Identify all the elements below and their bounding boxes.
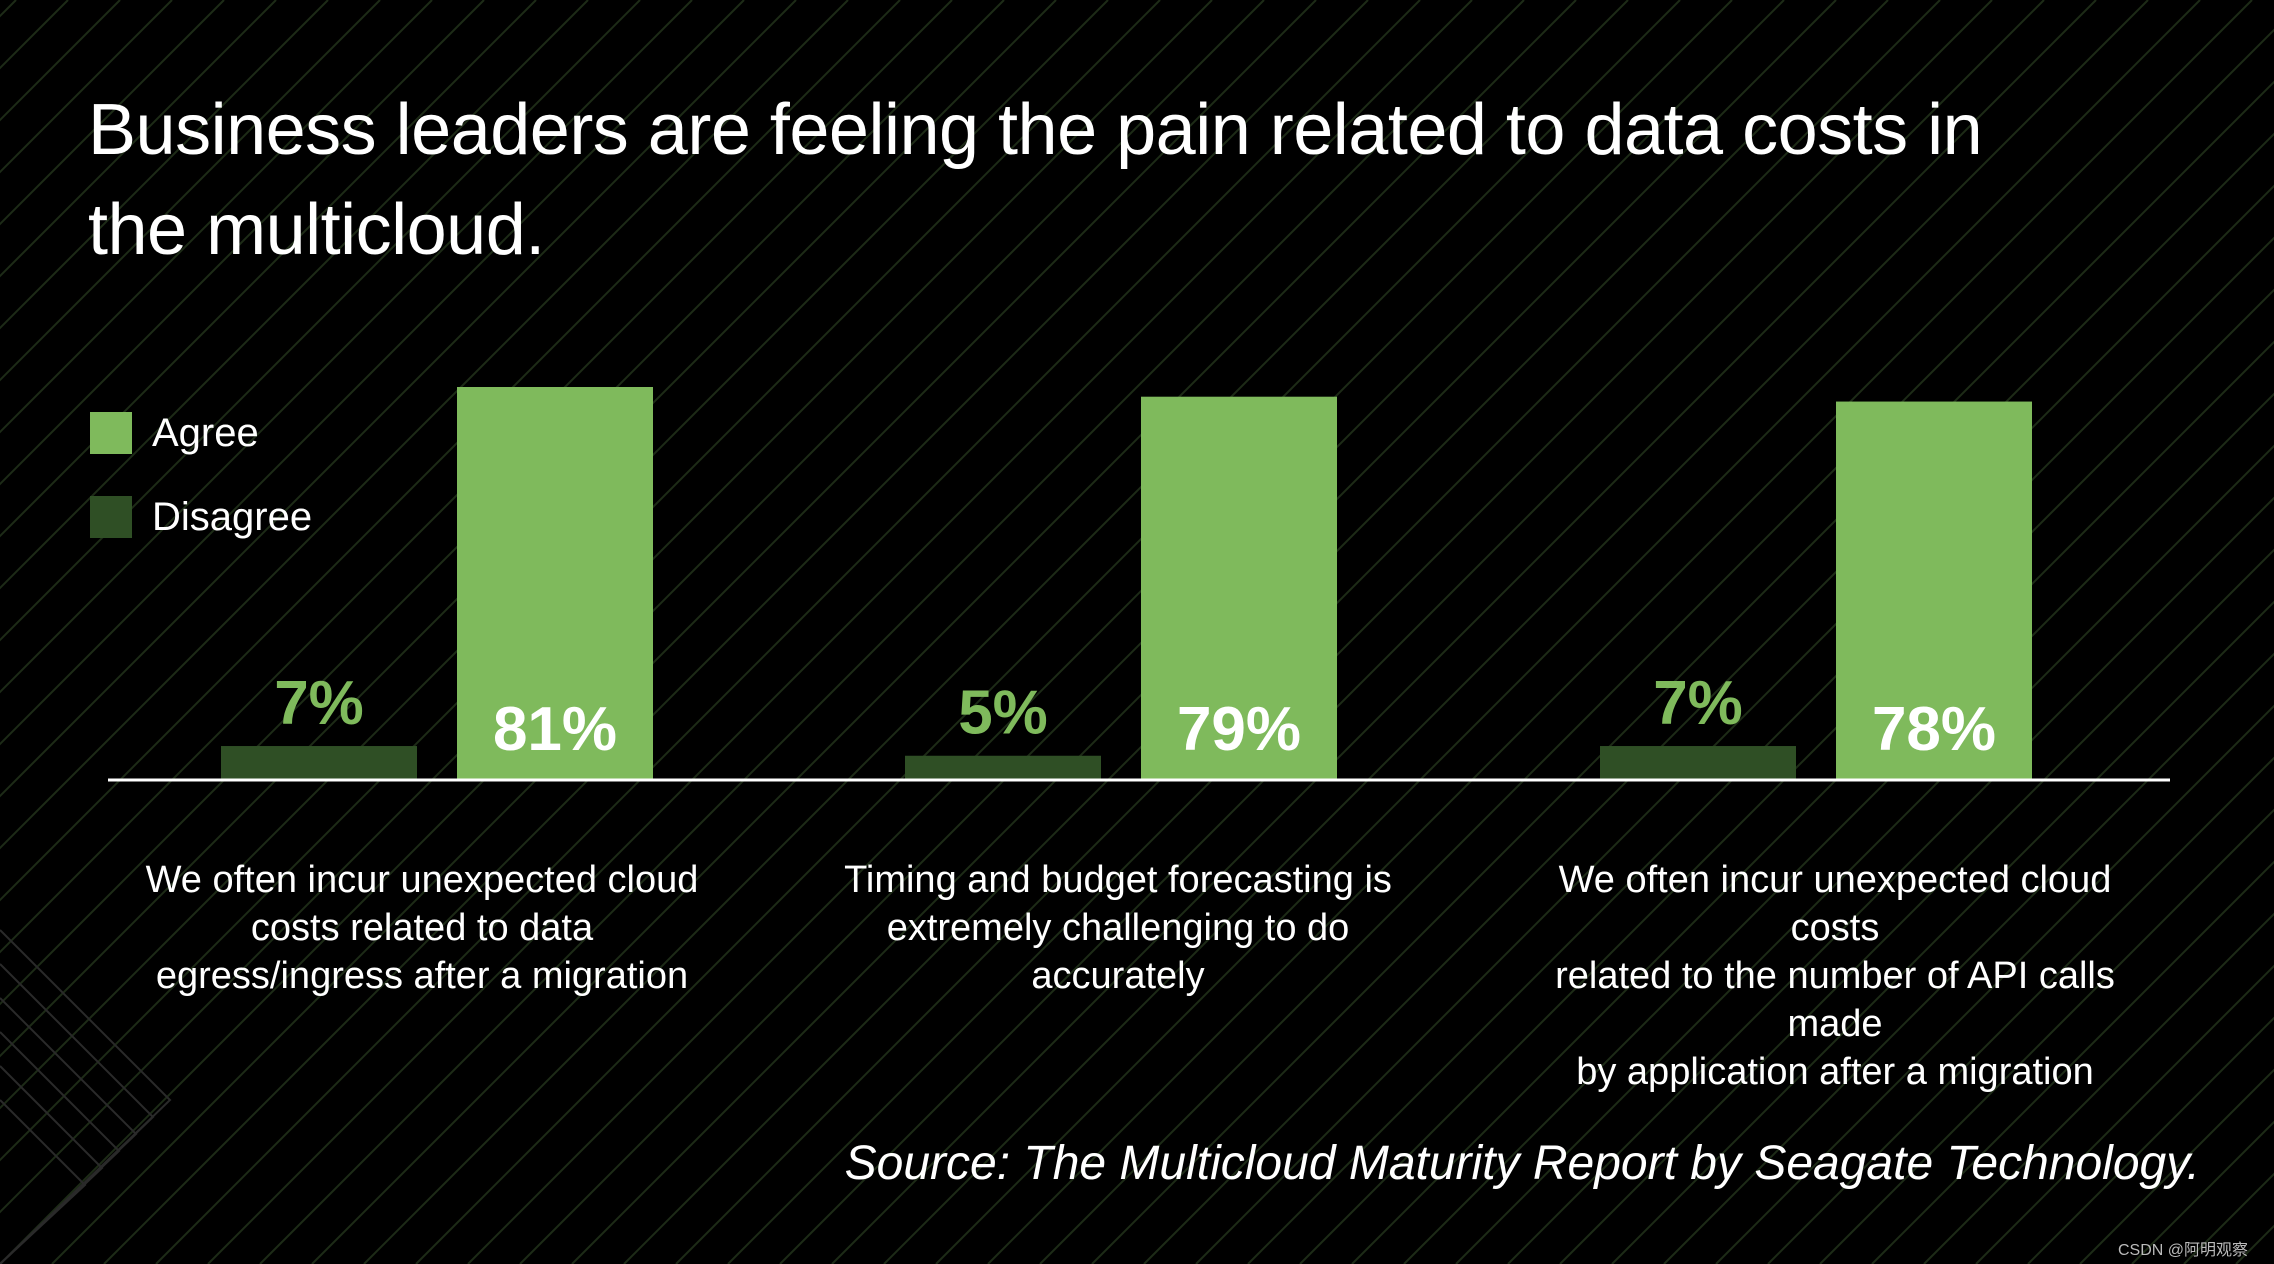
background-stripe	[0, 0, 381, 382]
source-note: Source: The Multicloud Maturity Report b…	[844, 1137, 2200, 1190]
data-label-agree-1: 81%	[493, 695, 617, 764]
data-label-disagree-3: 7%	[1653, 669, 1743, 738]
background-stripe	[0, 0, 277, 278]
background-stripe	[2027, 1016, 2274, 1264]
background-stripe	[1819, 808, 2274, 1264]
background-stripe	[831, 0, 2097, 1264]
background-stripe	[1663, 652, 2274, 1264]
background-stripe	[1559, 548, 2274, 1264]
background-stripe	[1611, 600, 2274, 1264]
bar-agree-3	[1836, 401, 2032, 780]
legend-item-agree: Agree	[90, 410, 312, 455]
bar-disagree-3	[1600, 746, 1796, 780]
background-stripe	[415, 0, 1681, 1264]
background-stripe	[0, 0, 849, 850]
category-label-line: accurately	[1031, 955, 1205, 997]
bar-agree-1	[457, 387, 653, 780]
category-label-line: egress/ingress after a migration	[155, 955, 689, 997]
category-label-3: We often incur unexpected cloud costs re…	[1515, 856, 2155, 1096]
bar-disagree-2	[905, 755, 1101, 780]
legend-label-agree: Agree	[152, 410, 259, 455]
background-stripe	[0, 0, 329, 330]
chart-title: Business leaders are feeling the pain re…	[88, 90, 1983, 270]
legend-swatch-disagree	[90, 496, 132, 538]
legend-label-disagree: Disagree	[152, 494, 313, 539]
background-stripe	[987, 0, 2253, 1264]
category-label-line: extremely challenging to do	[886, 907, 1350, 949]
background-stripe	[51, 0, 1317, 1264]
background-stripe	[1507, 496, 2274, 1264]
background-stripe	[0, 0, 589, 590]
background-stripe	[363, 0, 1629, 1264]
data-label-disagree-2: 5%	[958, 679, 1048, 748]
background-stripe	[0, 0, 537, 538]
watermark: CSDN @阿明观察	[2117, 1242, 2248, 1259]
background-stripe	[0, 0, 693, 694]
background-stripe	[1923, 912, 2274, 1264]
legend-item-disagree: Disagree	[90, 494, 313, 539]
background-stripe	[779, 0, 2045, 1264]
background-stripe	[103, 0, 1369, 1264]
category-label-line: We often incur unexpected cloud	[145, 859, 699, 901]
background-stripe	[311, 0, 1577, 1264]
background-stripe	[0, 0, 901, 902]
category-label-line: related to the number of API calls made	[1555, 955, 2115, 1045]
background-stripe	[1143, 132, 2274, 1264]
background-stripe	[1767, 756, 2274, 1264]
background-stripe	[0, 0, 797, 798]
background-stripe	[883, 0, 2149, 1264]
background-stripe	[0, 0, 953, 954]
background-stripe	[1195, 184, 2274, 1264]
legend: Agree Disagree	[90, 410, 313, 580]
background-stripe	[259, 0, 1525, 1264]
category-label-1: We often incur unexpected cloud costs re…	[102, 856, 742, 1000]
background-stripe	[1871, 860, 2274, 1264]
legend-swatch-agree	[90, 412, 132, 454]
background-stripe	[207, 0, 1473, 1264]
bar-agree-2	[1141, 396, 1337, 780]
background-stripe	[0, 0, 225, 226]
category-label-line: We often incur unexpected cloud costs	[1558, 859, 2112, 949]
category-label-line: costs related to data	[250, 907, 594, 949]
category-label-line: Timing and budget forecasting is	[844, 859, 1392, 901]
background-stripe	[1455, 444, 2274, 1264]
background-stripe	[0, 0, 641, 642]
background-stripe	[155, 0, 1421, 1264]
background-stripe	[467, 0, 1733, 1264]
background-chevron	[0, 1099, 87, 1264]
data-label-agree-2: 79%	[1177, 695, 1301, 764]
data-label-disagree-1: 7%	[274, 669, 364, 738]
category-label-2: Timing and budget forecasting is extreme…	[798, 856, 1438, 1000]
bar-disagree-1	[221, 746, 417, 780]
background-stripe	[727, 0, 1993, 1264]
background-stripe	[1715, 704, 2274, 1264]
background-stripe	[0, 0, 1005, 1006]
background-stripe	[0, 0, 745, 746]
background-stripe	[935, 0, 2201, 1264]
category-label-line: by application after a migration	[1576, 1051, 2094, 1093]
background-stripe	[0, 0, 433, 434]
background-stripe	[0, 0, 1057, 1058]
background-stripe	[0, 0, 485, 486]
background-stripe	[1403, 392, 2274, 1264]
data-label-agree-3: 78%	[1872, 695, 1996, 764]
background-stripe	[1091, 80, 2274, 1264]
background-stripe	[1039, 28, 2274, 1264]
background-stripe	[1975, 964, 2274, 1264]
